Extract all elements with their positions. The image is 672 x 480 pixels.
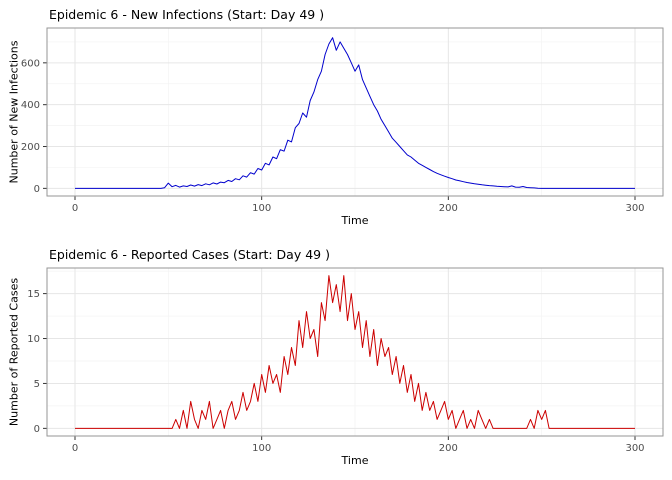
reported-cases-plot: 0 100 200 300 0 5 10 15 (27, 267, 664, 454)
svg-text:5: 5 (34, 379, 40, 390)
reported-cases-title: Epidemic 6 - Reported Cases (Start: Day … (49, 247, 330, 262)
svg-text:200: 200 (439, 443, 458, 454)
svg-text:0: 0 (72, 443, 78, 454)
new-infections-y-axis-title: Number of New Infections (7, 40, 21, 184)
svg-text:600: 600 (21, 58, 40, 69)
svg-text:15: 15 (27, 289, 40, 300)
reported-cases-figure: 0 100 200 300 0 5 10 15 Epidemic 6 - Reported C… (0, 240, 672, 480)
svg-text:400: 400 (21, 100, 40, 111)
new-infections-title: Epidemic 6 - New Infections (Start: Day … (49, 7, 325, 22)
svg-text:100: 100 (252, 203, 271, 214)
svg-text:0: 0 (72, 203, 78, 214)
svg-text:200: 200 (21, 142, 40, 153)
svg-text:300: 300 (625, 443, 644, 454)
reported-cases-y-axis-title: Number of Reported Cases (7, 277, 21, 427)
svg-text:200: 200 (439, 203, 458, 214)
new-infections-figure: 0 100 200 300 0 200 400 600 Epidemic 6 - New In… (7, 7, 664, 227)
reported-cases-x-axis-title: Time (341, 454, 369, 467)
new-infections-x-axis-title: Time (341, 214, 369, 227)
svg-text:100: 100 (252, 443, 271, 454)
svg-text:10: 10 (27, 334, 40, 345)
svg-text:300: 300 (625, 203, 644, 214)
new-infections-plot: 0 100 200 300 0 200 400 600 (21, 27, 664, 214)
svg-text:0: 0 (34, 424, 40, 435)
svg-text:0: 0 (34, 184, 40, 195)
